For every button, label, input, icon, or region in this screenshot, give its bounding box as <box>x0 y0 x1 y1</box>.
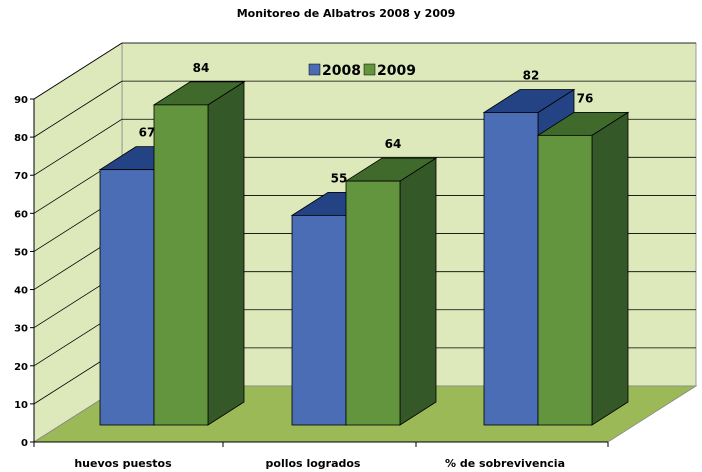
bar-side <box>399 157 437 426</box>
legend: 2008 2009 <box>308 63 416 79</box>
y-tick-label-60: 60 <box>14 209 28 220</box>
bar-side <box>591 111 629 426</box>
legend-swatch-2008 <box>308 63 321 76</box>
legend-swatch-2009 <box>363 63 376 76</box>
data-label-2008-1: 55 <box>331 171 348 185</box>
legend-label-2009: 2009 <box>377 63 416 79</box>
x-category-label-0: huevos puestos <box>74 457 172 470</box>
bar-front <box>153 104 209 426</box>
x-category-label-1: pollos logrados <box>266 457 361 470</box>
bar-2009-1 <box>344 157 438 426</box>
bar-front <box>99 169 155 426</box>
x-axis-categories: huevos puestos pollos logrados % de sobrev… <box>33 442 609 470</box>
bar-front <box>537 134 593 426</box>
y-tick-label-80: 80 <box>14 133 28 144</box>
chart-title: Monitoreo de Albatros 2008 y 2009 <box>237 7 456 20</box>
y-tick-label-20: 20 <box>14 362 28 373</box>
bar-front <box>345 180 401 426</box>
axis-lines <box>33 99 608 443</box>
legend-label-2008: 2008 <box>322 63 361 79</box>
data-labels: 67 84 55 64 82 76 <box>139 61 594 186</box>
bars <box>98 81 630 426</box>
y-tick-label-40: 40 <box>14 286 28 297</box>
y-tick-label-70: 70 <box>14 171 28 182</box>
y-tick-label-50: 50 <box>14 247 28 258</box>
y-tick-label-30: 30 <box>14 324 28 335</box>
bar-side <box>207 81 245 426</box>
data-label-2009-0: 84 <box>193 61 210 75</box>
bar-2009-0 <box>152 81 246 426</box>
y-tick-label-90: 90 <box>14 95 28 106</box>
y-tick-label-10: 10 <box>14 400 28 411</box>
data-label-2008-0: 67 <box>139 126 156 140</box>
bar-2009-2 <box>536 111 630 426</box>
gridline-side-70 <box>33 118 123 176</box>
bar-front <box>291 214 347 426</box>
gridline-side-80 <box>33 80 123 138</box>
y-tick-label-0: 0 <box>21 438 28 449</box>
y-axis-ticks: 0 10 20 30 40 50 60 70 80 90 <box>14 95 34 449</box>
data-label-2009-2: 76 <box>577 91 594 105</box>
data-label-2009-1: 64 <box>385 137 402 151</box>
data-label-2008-2: 82 <box>523 68 540 82</box>
x-category-label-2: % de sobrevivencia <box>445 457 565 470</box>
bar-front <box>483 112 539 426</box>
gridline-side-90 <box>33 42 123 100</box>
